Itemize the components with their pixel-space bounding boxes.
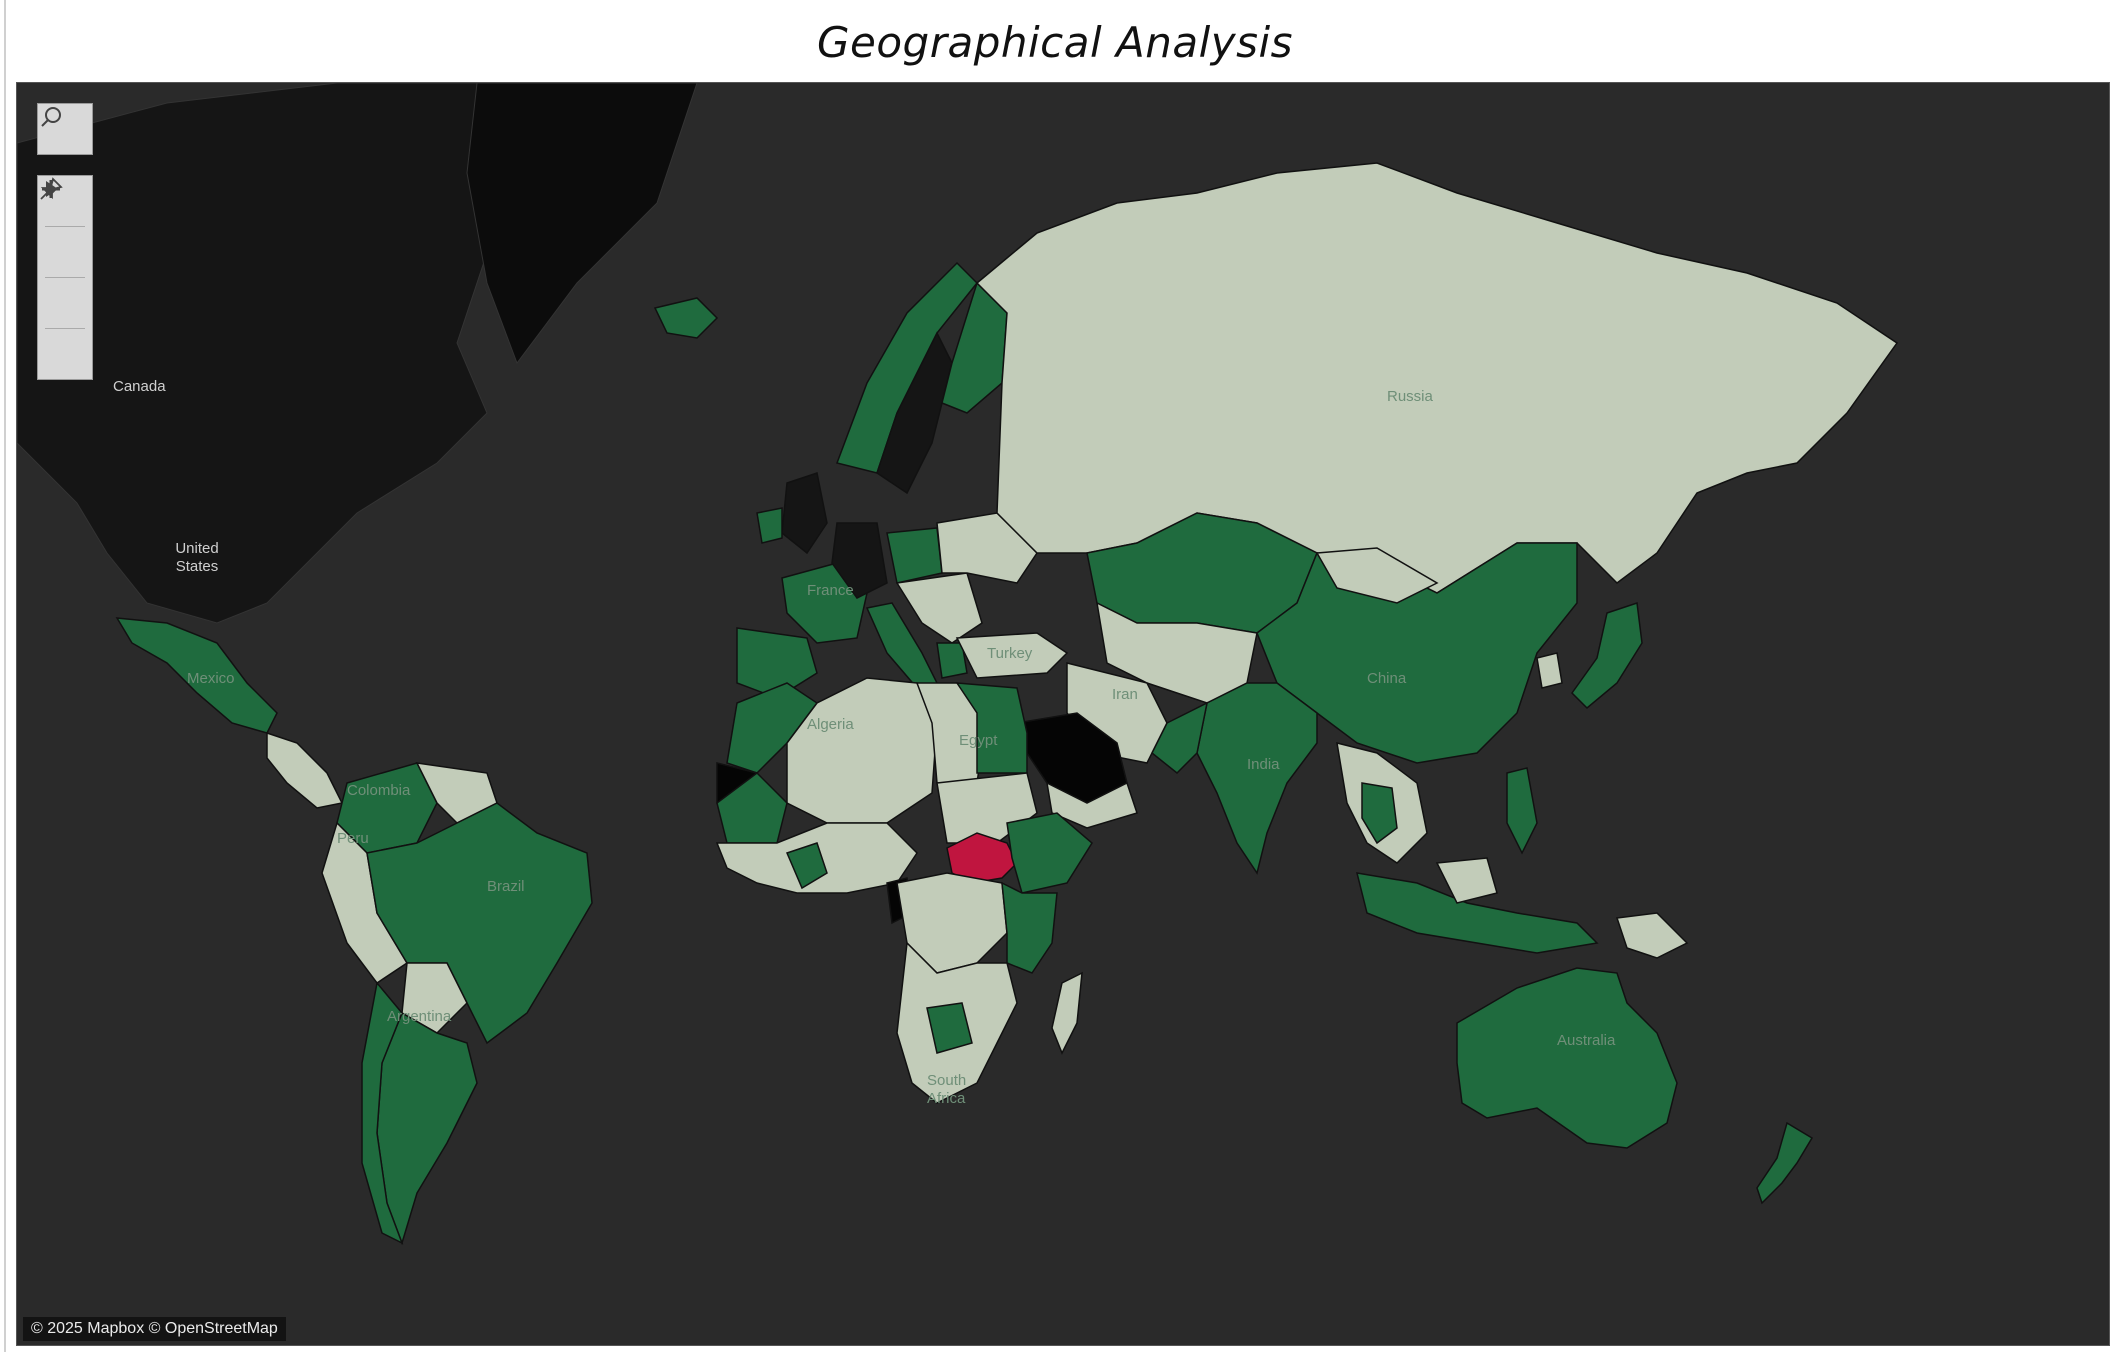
label-canada: Canada (113, 378, 166, 395)
label-colombia: Colombia (347, 782, 411, 799)
control-divider (45, 277, 85, 278)
country-spain[interactable] (736, 627, 818, 699)
label-peru: Peru (337, 830, 369, 847)
label-egypt: Egypt (959, 732, 998, 749)
country-turkey[interactable] (955, 632, 1069, 679)
country-iceland[interactable] (653, 297, 719, 339)
zoom-out-button[interactable] (38, 187, 92, 277)
country-ireland[interactable] (756, 507, 783, 544)
country-new-zealand[interactable] (1756, 1121, 1814, 1205)
country-germany[interactable] (831, 522, 888, 599)
search-control[interactable] (37, 103, 93, 155)
label-russia: Russia (1387, 388, 1434, 405)
search-button[interactable] (38, 104, 92, 154)
country-kenya-tanzania[interactable] (1001, 881, 1058, 974)
country-poland[interactable] (886, 527, 943, 584)
zoom-controls[interactable] (37, 175, 93, 380)
pin-button[interactable] (38, 177, 92, 328)
page-frame (4, 0, 6, 1352)
country-indonesia[interactable] (1355, 872, 1599, 954)
control-divider (45, 226, 85, 227)
region-north-america (17, 83, 508, 624)
country-mongolia[interactable] (1315, 547, 1439, 604)
country-uk[interactable] (781, 472, 828, 555)
label-south-africa-2: Africa (927, 1090, 966, 1107)
expand-toolbar-button[interactable] (38, 181, 92, 379)
country-chile[interactable] (361, 981, 404, 1245)
country-nigeria-region[interactable] (785, 842, 828, 890)
label-united-states-1: United (175, 540, 218, 557)
country-greece[interactable] (936, 642, 968, 679)
country-philippines[interactable] (1506, 767, 1538, 855)
label-argentina: Argentina (387, 1008, 452, 1025)
region-greenland (466, 83, 698, 365)
label-algeria: Algeria (807, 716, 854, 733)
country-bolivia-region[interactable] (401, 962, 468, 1034)
world-map[interactable]: Canada United States Russi (17, 83, 2109, 1345)
label-china: China (1367, 670, 1407, 687)
search-icon (41, 107, 61, 127)
control-divider (45, 328, 85, 329)
country-ethiopia-region[interactable] (1006, 812, 1093, 894)
label-mexico: Mexico (187, 670, 235, 687)
country-malaysia-borneo[interactable] (1435, 857, 1498, 904)
page-title: Geographical Analysis (816, 18, 1294, 67)
country-korea[interactable] (1536, 652, 1563, 689)
label-france: France (807, 582, 854, 599)
country-mauritania[interactable] (716, 772, 788, 844)
map-view[interactable]: Canada United States Russi (16, 82, 2110, 1346)
country-yemen-oman[interactable] (1046, 781, 1138, 829)
country-botswana[interactable] (926, 1002, 973, 1054)
country-central-america[interactable] (266, 731, 344, 809)
country-pakistan[interactable] (1151, 701, 1209, 775)
country-japan[interactable] (1571, 601, 1643, 710)
label-turkey: Turkey (987, 645, 1033, 662)
play-icon (46, 181, 58, 197)
label-australia: Australia (1557, 1032, 1616, 1049)
country-india[interactable] (1196, 682, 1318, 875)
label-brazil: Brazil (487, 878, 525, 895)
country-balkans[interactable] (895, 572, 983, 644)
country-brazil[interactable] (366, 802, 593, 1045)
country-thailand[interactable] (1361, 782, 1398, 845)
label-iran: Iran (1112, 686, 1138, 703)
label-united-states-2: States (176, 558, 219, 575)
country-papua-new-guinea[interactable] (1615, 912, 1689, 959)
map-attribution[interactable]: © 2025 Mapbox © OpenStreetMap (23, 1317, 286, 1341)
label-south-africa-1: South (927, 1072, 966, 1089)
country-madagascar[interactable] (1051, 971, 1083, 1055)
label-india: India (1247, 756, 1280, 773)
country-australia[interactable] (1456, 967, 1678, 1149)
